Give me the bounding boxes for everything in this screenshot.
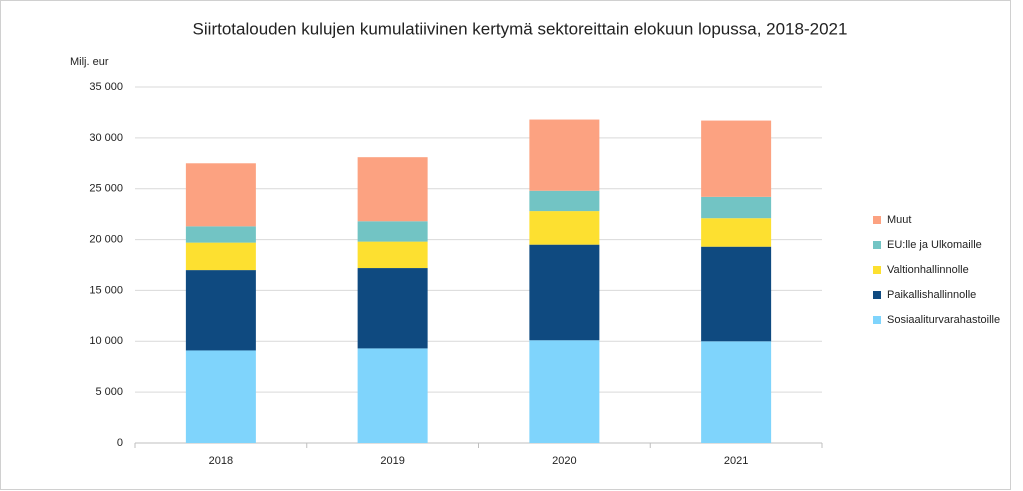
legend-label: Paikallishallinnolle	[887, 289, 976, 301]
y-tick-label: 35 000	[89, 81, 123, 93]
legend-label: Valtionhallinnolle	[887, 264, 969, 276]
legend-swatch	[873, 316, 881, 324]
y-axis-label: Milj. eur	[70, 56, 109, 68]
bar-segment	[185, 163, 256, 227]
x-tick-label: 2019	[380, 455, 404, 467]
legend-label: EU:lle ja Ulkomaille	[887, 239, 982, 251]
bar-segment	[357, 221, 428, 242]
bar-segment	[357, 157, 428, 222]
legend-swatch	[873, 241, 881, 249]
x-tick-label: 2018	[209, 455, 233, 467]
bar-segment	[529, 244, 600, 341]
y-tick-label: 10 000	[89, 335, 123, 347]
y-tick-label: 30 000	[89, 132, 123, 144]
bar-segment	[185, 270, 256, 351]
x-tick-label: 2020	[552, 455, 576, 467]
bar-segment	[357, 268, 428, 349]
bar-segment	[185, 226, 256, 243]
y-tick-label: 15 000	[89, 284, 123, 296]
legend-label: Sosiaaliturvarahastoille	[887, 314, 1000, 326]
bar-segment	[529, 119, 600, 191]
bar-segment	[185, 350, 256, 443]
bar-segment	[185, 242, 256, 271]
bar-segment	[529, 211, 600, 245]
bar-segment	[357, 348, 428, 443]
y-tick-label: 5 000	[95, 386, 123, 398]
bar-segment	[529, 340, 600, 443]
bar-segment	[357, 241, 428, 269]
bar-segment	[701, 218, 772, 247]
x-tick-label: 2021	[724, 455, 748, 467]
legend-label: Muut	[887, 214, 911, 226]
bar-segment	[529, 190, 600, 212]
legend-swatch	[873, 216, 881, 224]
bar-segment	[701, 341, 772, 443]
bar-segment	[701, 120, 772, 197]
legend-swatch	[873, 266, 881, 274]
bar-segment	[701, 196, 772, 219]
y-tick-label: 20 000	[89, 233, 123, 245]
bar-segment	[701, 246, 772, 342]
y-tick-label: 25 000	[89, 183, 123, 195]
chart-title: Siirtotalouden kulujen kumulatiivinen ke…	[193, 19, 848, 38]
y-tick-label: 0	[117, 437, 123, 449]
legend-swatch	[873, 291, 881, 299]
